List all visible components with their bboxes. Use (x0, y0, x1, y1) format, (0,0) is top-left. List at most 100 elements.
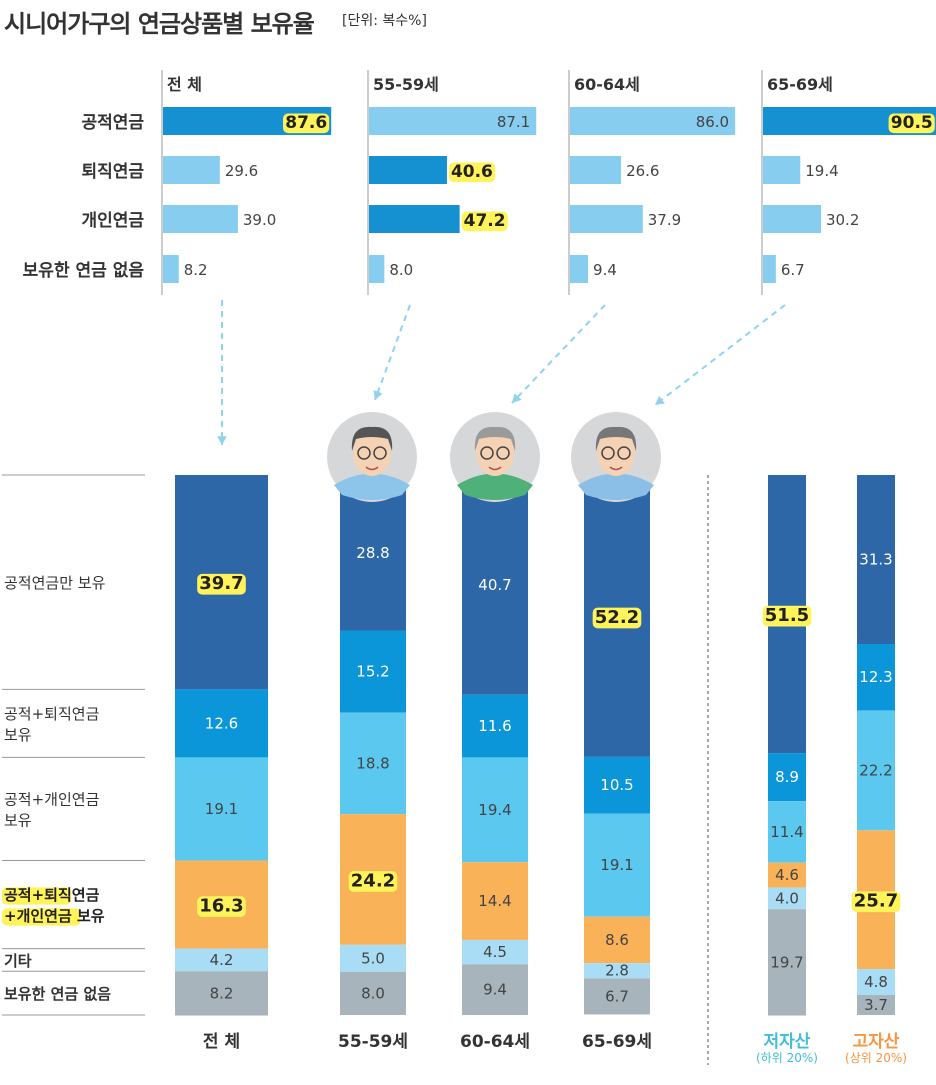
dashed-arrow (374, 304, 411, 401)
segment-label-highlight (2, 887, 72, 905)
bar (163, 255, 179, 283)
segment-value: 8.9 (775, 768, 799, 786)
bar-value: 6.7 (781, 261, 805, 279)
bar-value: 8.2 (184, 261, 208, 279)
segment-label: 보유 (4, 726, 32, 744)
row-label-0: 공적연금 (81, 113, 144, 133)
man-55-59-glasses-icon (373, 446, 387, 460)
woman-60-64-mouth-icon (488, 466, 502, 471)
stacked-segment (768, 862, 806, 888)
stacked-segment (340, 630, 406, 713)
man-65-69-glasses-icon (601, 446, 615, 460)
segment-value: 18.8 (356, 754, 389, 772)
segment-value: 39.7 (199, 573, 243, 594)
stacked-segment (340, 944, 406, 972)
bar-category-label: 55-59세 (338, 1032, 408, 1052)
bar-category-sublabel: (상위 20%) (845, 1051, 907, 1065)
bar-value: 86.0 (696, 113, 729, 131)
segment-label: 공적+개인연금 (4, 790, 100, 808)
bar-category-label: 60-64세 (460, 1032, 530, 1052)
bar (763, 205, 821, 233)
bar-category-label: 65-69세 (582, 1032, 652, 1052)
row-label-3: 보유한 연금 없음 (23, 261, 145, 281)
chart-title: 시니어가구의 연금상품별 보유율 (4, 10, 315, 38)
bar-value: 87.1 (497, 113, 530, 131)
bar (163, 156, 220, 184)
segment-value: 12.3 (859, 668, 892, 686)
bar (570, 255, 589, 283)
stacked-segment (462, 475, 528, 695)
woman-60-64-shirt-icon (457, 473, 533, 500)
bar-value: 40.6 (451, 162, 493, 182)
row-label-2: 개인연금 (81, 211, 144, 231)
segment-value: 22.2 (859, 761, 892, 779)
segment-value: 11.6 (478, 717, 511, 735)
segment-label: 공적+퇴직연금 (4, 886, 100, 904)
man-65-69-glasses-icon (617, 446, 631, 460)
man-55-59-glasses-icon (357, 446, 371, 460)
panel-title: 65-69세 (767, 75, 833, 94)
segment-value: 11.4 (770, 823, 803, 841)
segment-value: 4.6 (775, 866, 799, 884)
segment-value-highlight (851, 891, 901, 913)
bar-value: 19.4 (805, 162, 838, 180)
bar-category-sublabel: (하위 20%) (756, 1051, 818, 1065)
segment-value: 9.4 (483, 981, 507, 999)
segment-value-highlight (197, 573, 246, 595)
woman-60-64-hair-icon (474, 426, 516, 451)
segment-label: 보유한 연금 없음 (4, 985, 111, 1003)
stacked-segment (857, 644, 895, 711)
bar-value: 8.0 (389, 261, 413, 279)
bar-value: 39.0 (243, 211, 276, 229)
segment-value-highlight (348, 871, 398, 892)
segment-value: 19.1 (600, 856, 633, 874)
man-65-69-hair-icon (595, 426, 637, 451)
segment-value: 4.8 (864, 973, 888, 991)
segment-value: 28.8 (356, 544, 389, 562)
stacked-segment (768, 753, 806, 802)
stacked-segment (462, 939, 528, 965)
segment-value: 15.2 (356, 663, 389, 681)
segment-value: 52.2 (595, 607, 639, 628)
bar (763, 255, 776, 283)
bar (369, 156, 447, 184)
woman-60-64-glasses-icon (496, 446, 510, 460)
stacked-segment (462, 757, 528, 863)
bar-value: 9.4 (593, 261, 617, 279)
bar-value-highlight (888, 113, 935, 134)
arrowhead-icon (373, 390, 383, 400)
stacked-segment (857, 475, 895, 645)
segment-label: 공적연금만 보유 (4, 574, 106, 592)
bar-value: 26.6 (626, 162, 659, 180)
bar-value: 30.2 (826, 211, 859, 229)
segment-value-highlight (762, 605, 812, 627)
panel-title: 전 체 (167, 75, 202, 94)
stacked-segment (462, 964, 528, 1015)
woman-60-64-glasses-icon (480, 446, 494, 460)
segment-label: +개인연금 보유 (4, 907, 105, 925)
segment-value: 6.7 (605, 987, 629, 1005)
segment-value: 8.2 (210, 984, 234, 1002)
bar-category-label: 고자산 (853, 1032, 900, 1052)
stacked-segment (857, 995, 895, 1015)
man-55-59-face-icon (353, 430, 391, 476)
segment-value: 40.7 (478, 576, 511, 594)
man-65-69-face-icon (597, 430, 635, 476)
stacked-segment (584, 756, 650, 814)
stacked-segment (857, 710, 895, 831)
bar (763, 156, 801, 184)
segment-value: 19.1 (205, 800, 238, 818)
stacked-segment (857, 969, 895, 996)
unit-label: [단위: 복수%] (342, 13, 427, 29)
man-55-59-hair-icon (351, 426, 393, 451)
bar (369, 107, 537, 135)
stacked-segment (584, 813, 650, 917)
segment-value: 14.4 (478, 892, 511, 910)
bar-value-highlight (461, 211, 508, 232)
stacked-segment (175, 948, 268, 972)
segment-value: 25.7 (854, 891, 898, 912)
bar-category-label: 저자산 (764, 1032, 811, 1052)
man-55-59-mouth-icon (365, 466, 379, 471)
bar (570, 107, 736, 135)
